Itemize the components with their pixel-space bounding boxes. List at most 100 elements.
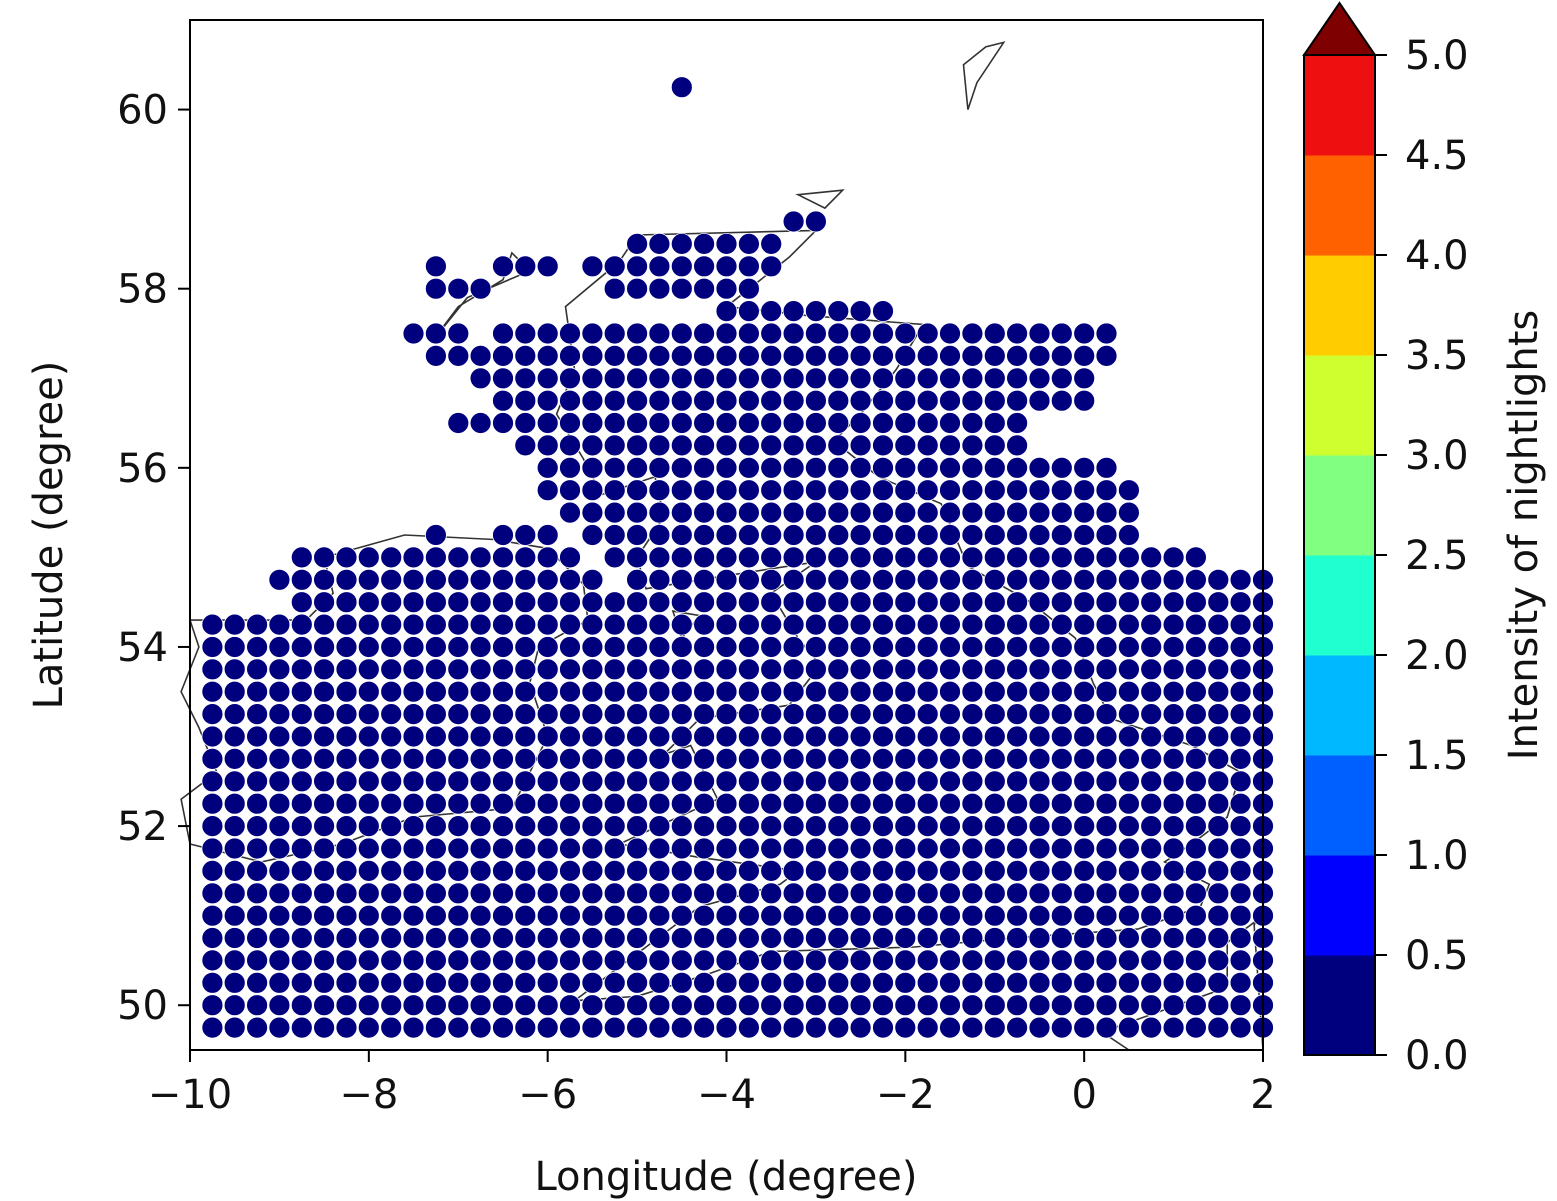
data-point [849, 456, 872, 479]
data-point [648, 434, 671, 457]
data-point [983, 971, 1006, 994]
data-point [760, 904, 783, 927]
data-point [246, 770, 269, 793]
data-point [424, 568, 447, 591]
data-point [313, 882, 336, 905]
data-point [492, 971, 514, 994]
data-point [357, 591, 380, 614]
data-point [805, 994, 827, 1017]
data-point [894, 971, 917, 994]
data-point [805, 636, 827, 658]
data-point [1229, 904, 1252, 927]
data-point [894, 501, 917, 524]
data-point [715, 770, 738, 793]
data-point [492, 725, 514, 748]
data-point [246, 636, 269, 658]
data-point [603, 344, 626, 367]
data-point [939, 882, 961, 905]
data-point [492, 524, 514, 546]
data-point [894, 344, 917, 367]
data-point [872, 434, 894, 457]
data-point [1140, 546, 1163, 569]
data-point [648, 860, 671, 882]
data-point [738, 725, 760, 748]
data-point [872, 748, 894, 770]
data-point [603, 882, 626, 905]
data-point [670, 344, 693, 367]
data-point [313, 927, 336, 949]
data-point [290, 949, 313, 972]
data-point [760, 546, 783, 569]
data-point [1162, 1016, 1185, 1039]
data-point [626, 636, 648, 658]
data-point [1095, 725, 1118, 748]
data-point [1006, 389, 1028, 412]
data-point [469, 636, 492, 658]
data-point [939, 524, 961, 546]
data-point [1095, 658, 1118, 681]
data-point [603, 748, 626, 770]
data-point [201, 994, 224, 1017]
data-point [380, 658, 403, 681]
data-point [492, 882, 514, 905]
data-point [1162, 971, 1185, 994]
data-point [447, 703, 470, 725]
data-point [1095, 927, 1118, 949]
data-point [492, 658, 514, 681]
data-point [1028, 389, 1051, 412]
data-point [559, 434, 581, 457]
data-point [670, 367, 693, 390]
data-point [1185, 725, 1207, 748]
data-point [648, 232, 671, 255]
data-point [872, 300, 894, 323]
data-point [670, 792, 693, 815]
data-point [872, 546, 894, 569]
data-point [648, 501, 671, 524]
data-point [1073, 703, 1096, 725]
data-point [1185, 546, 1207, 569]
data-point [983, 568, 1006, 591]
data-point [1028, 613, 1051, 636]
data-point [447, 994, 470, 1017]
data-point [648, 546, 671, 569]
data-point [1207, 613, 1230, 636]
data-point [916, 658, 939, 681]
data-point [559, 322, 581, 345]
data-point [961, 344, 984, 367]
data-point [1140, 703, 1163, 725]
data-point [805, 770, 827, 793]
data-point [939, 860, 961, 882]
data-point [1073, 591, 1096, 614]
data-point [782, 904, 805, 927]
data-point [827, 568, 850, 591]
data-point [268, 994, 291, 1017]
data-point [1118, 680, 1140, 703]
y-axis-label: Latitude (degree) [26, 361, 72, 710]
data-point [805, 860, 827, 882]
data-point [1118, 546, 1140, 569]
data-point [1207, 1016, 1230, 1039]
data-point [894, 994, 917, 1017]
data-point [223, 860, 246, 882]
data-point [492, 546, 514, 569]
data-point [514, 680, 537, 703]
data-point [424, 322, 447, 345]
data-point [290, 613, 313, 636]
data-point [514, 389, 537, 412]
data-point [536, 658, 559, 681]
data-point [1140, 1016, 1163, 1039]
data-point [648, 524, 671, 546]
data-point [268, 882, 291, 905]
x-axis: −10 −8 −6 −4 −2 0 2 [148, 1050, 1276, 1118]
data-point [782, 501, 805, 524]
data-point [1006, 748, 1028, 770]
data-point [961, 815, 984, 837]
data-point [559, 792, 581, 815]
data-point [827, 591, 850, 614]
data-point [380, 971, 403, 994]
data-point [1073, 680, 1096, 703]
data-point [715, 680, 738, 703]
data-point [335, 680, 358, 703]
data-point [693, 479, 715, 502]
data-point [469, 748, 492, 770]
